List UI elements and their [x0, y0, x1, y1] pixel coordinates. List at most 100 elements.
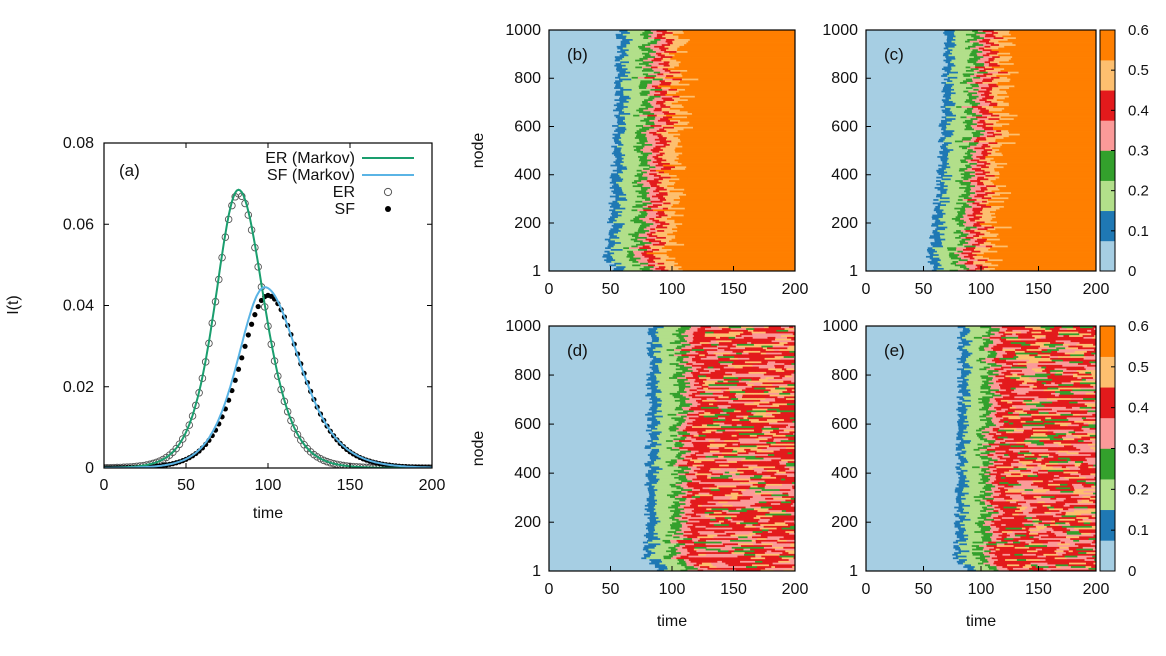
heatmap-cell [692, 373, 702, 376]
heatmap-cell [607, 252, 615, 255]
heatmap-cell [866, 202, 934, 205]
heatmap-cell [1002, 124, 1097, 127]
heatmap-cell [549, 515, 651, 518]
heatmap-cell [765, 364, 775, 367]
heatmap-cell [998, 50, 1014, 53]
heatmap-cell [945, 45, 956, 48]
heatmap-cell [748, 502, 756, 505]
heatmap-cell [966, 112, 977, 115]
heatmap-cell [665, 100, 679, 103]
heatmap-cell [973, 260, 986, 263]
heatmap-cell [672, 513, 680, 516]
heatmap-cell [646, 378, 657, 381]
heatmap-cell [673, 135, 796, 138]
heatmap-cell [677, 262, 796, 265]
heatmap-cell [641, 143, 653, 146]
heatmap-cell [784, 362, 792, 365]
heatmap-cell [942, 269, 950, 272]
heatmap-cell [674, 544, 680, 547]
heatmap-cell [708, 504, 724, 507]
heatmap-cell [549, 45, 618, 48]
heatmap-cell [657, 85, 673, 88]
heatmap-cell [687, 368, 697, 371]
heatmap-cell [765, 557, 783, 560]
heatmap-cell [977, 48, 984, 52]
heatmap-cell [627, 250, 634, 253]
heatmap-cell [647, 57, 655, 60]
heatmap-cell [691, 354, 700, 357]
heatmap-cell [618, 138, 629, 141]
heatmap-cell [931, 222, 944, 225]
heatmap-cell [680, 60, 796, 64]
heatmap-cell [675, 364, 685, 367]
heatmap-cell [752, 364, 767, 367]
heatmap-cell [549, 502, 648, 505]
heatmap-cell [947, 246, 957, 250]
heatmap-cell [789, 411, 795, 414]
heatmap-cell [754, 469, 768, 472]
heatmap-cell [623, 269, 636, 272]
heatmap-cell [650, 446, 661, 449]
heatmap-cell [723, 376, 729, 379]
heatmap-cell [774, 415, 783, 418]
heatmap-cell [645, 394, 657, 397]
heatmap-cell [939, 200, 951, 203]
heatmap-cell [785, 471, 796, 474]
heatmap-cell [666, 141, 679, 145]
heatmap-cell [697, 471, 709, 474]
heatmap-cell [648, 485, 656, 488]
heatmap-cell [987, 153, 1004, 157]
heatmap-cell [976, 116, 988, 119]
heatmap-cell [737, 422, 753, 425]
heatmap-cell [658, 480, 670, 483]
heatmap-cell [992, 148, 1000, 151]
heatmap-cell [866, 110, 943, 114]
heatmap-cell [717, 536, 731, 539]
heatmap-cell [633, 126, 643, 129]
heatmap-cell [748, 415, 764, 418]
heatmap-cell [740, 506, 746, 509]
heatmap-cell [674, 408, 684, 411]
heatmap-cell [639, 198, 646, 201]
heatmap-cell [624, 110, 634, 114]
heatmap-cell [646, 236, 657, 239]
heatmap-cell [643, 36, 649, 40]
heatmap-cell [650, 553, 661, 556]
heatmap-cell [866, 140, 939, 143]
heatmap-cell [756, 450, 775, 453]
heatmap-cell [647, 260, 656, 263]
heatmap-cell [648, 376, 657, 379]
heatmap-cell [773, 532, 783, 535]
heatmap-cell [760, 466, 776, 469]
heatmap-cell [767, 347, 780, 350]
heatmap-cell [652, 203, 663, 206]
heatmap-cell [645, 536, 659, 539]
heatmap-cell [697, 404, 708, 407]
heatmap-cell [988, 202, 1097, 205]
heatmap-cell [634, 267, 641, 270]
heatmap-cell [684, 457, 693, 460]
heatmap-cell [669, 420, 679, 423]
heatmap-cell [937, 246, 948, 250]
heatmap-cell [673, 536, 680, 539]
heatmap-cell [720, 432, 725, 435]
heatmap-cell [762, 347, 768, 350]
heatmap-cell [652, 248, 660, 251]
heatmap-cell [549, 62, 617, 65]
heatmap-cell [660, 446, 668, 449]
heatmap-cell [703, 495, 714, 498]
heatmap-cell [633, 240, 644, 243]
heatmap-cell [758, 504, 771, 507]
heatmap-cell [549, 203, 612, 206]
heatmap-cell [678, 64, 796, 67]
heatmap-cell [712, 471, 726, 474]
heatmap-cell [944, 91, 956, 95]
heatmap-cell [680, 436, 687, 439]
heatmap-cell [984, 147, 993, 150]
y-tick-label: 600 [831, 118, 858, 135]
heatmap-cell [977, 59, 989, 62]
heatmap-cell [984, 233, 999, 236]
heatmap-cell [646, 86, 656, 89]
heatmap-cell [729, 341, 748, 344]
heatmap-cell [549, 109, 614, 112]
